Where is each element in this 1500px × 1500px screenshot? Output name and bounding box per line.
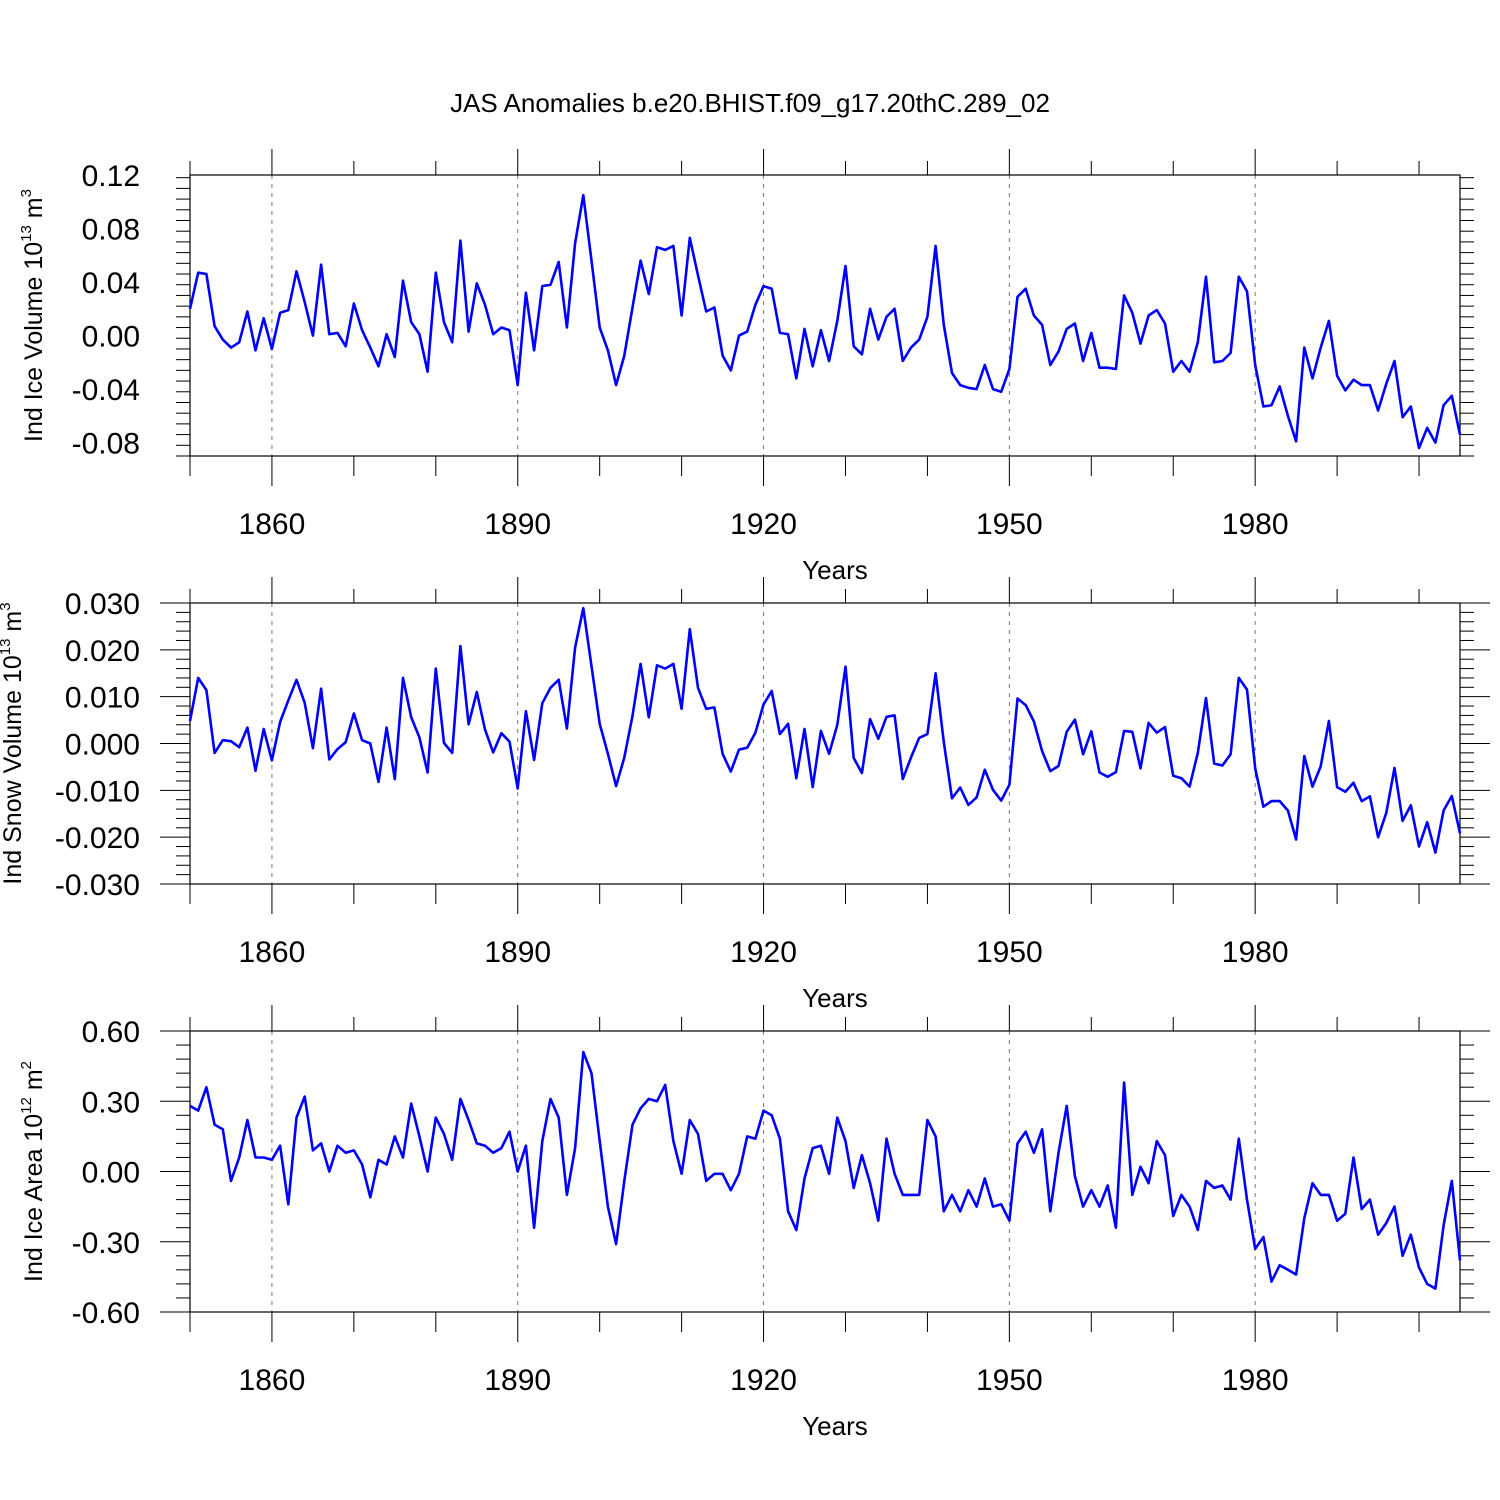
- y-tick-label: 0.030: [65, 588, 140, 621]
- y-tick-label: 0.00: [82, 321, 140, 354]
- x-tick-label: 1890: [484, 1364, 551, 1397]
- y-tick-label: 0.010: [65, 682, 140, 715]
- x-tick-label: 1860: [239, 936, 306, 969]
- y-tick-label: 0.12: [82, 160, 140, 193]
- x-tick-label: 1920: [730, 508, 797, 541]
- panel-3: -0.60 -0.30 0.00 0.30 0.60 1860 1890 1920 1950 19…: [18, 1005, 1490, 1441]
- x-tick-label: 1920: [730, 1364, 797, 1397]
- series-line-ind-ice-area: [189, 1050, 1462, 1290]
- y-tick-label: -0.30: [72, 1227, 140, 1260]
- y-tick-label: 0.000: [65, 729, 140, 762]
- y-tick-label: 0.30: [82, 1086, 140, 1119]
- y-axis-title: Ind Snow Volume 1013 m3: [0, 602, 27, 884]
- x-tick-label: 1950: [976, 508, 1043, 541]
- x-tick-label: 1980: [1222, 1364, 1289, 1397]
- x-axis-title: Years: [802, 983, 868, 1013]
- x-tick-label: 1890: [484, 936, 551, 969]
- panel-2: -0.030 -0.020 -0.010 0.000 0.010 0.020 0.030 18…: [0, 577, 1490, 1013]
- series-line-ind-ice-volume: [188, 193, 1462, 450]
- y-tick-label: -0.020: [55, 822, 140, 855]
- x-axis-title: Years: [802, 555, 868, 585]
- x-tick-label: 1860: [239, 508, 306, 541]
- plot-frame: [189, 1030, 1461, 1313]
- y-tick-label: -0.60: [72, 1297, 140, 1330]
- y-axis-title: Ind Ice Area 1012 m2: [18, 1061, 48, 1282]
- y-tick-label: 0.60: [82, 1016, 140, 1049]
- y-tick-label: 0.04: [82, 267, 140, 300]
- y-axis-title: Ind Ice Volume 1013 m3: [18, 189, 48, 442]
- x-tick-label: 1890: [484, 508, 551, 541]
- x-tick-label: 1980: [1222, 508, 1289, 541]
- y-tick-label: -0.08: [72, 428, 140, 461]
- panel-1: -0.08 -0.04 0.00 0.04 0.08 0.12 1860 1890 1920 19…: [18, 149, 1474, 585]
- x-tick-label: 1920: [730, 936, 797, 969]
- x-tick-label: 1980: [1222, 936, 1289, 969]
- y-tick-label: 0.00: [82, 1157, 140, 1190]
- series-line-ind-snow-volume: [188, 606, 1462, 854]
- x-tick-label: 1950: [976, 936, 1043, 969]
- y-tick-label: 0.020: [65, 635, 140, 668]
- y-tick-label: -0.030: [55, 869, 140, 902]
- plot-frame: [189, 602, 1461, 885]
- y-tick-label: -0.04: [72, 374, 140, 407]
- y-tick-label: 0.08: [82, 214, 140, 247]
- panels: -0.08 -0.04 0.00 0.04 0.08 0.12 1860 1890 1920 19…: [0, 149, 1490, 1441]
- plot-frame: [189, 174, 1461, 457]
- figure-title: JAS Anomalies b.e20.BHIST.f09_g17.20thC.…: [450, 88, 1050, 118]
- y-tick-label: -0.010: [55, 775, 140, 808]
- x-tick-label: 1860: [239, 1364, 306, 1397]
- x-axis-title: Years: [802, 1411, 868, 1441]
- x-tick-label: 1950: [976, 1364, 1043, 1397]
